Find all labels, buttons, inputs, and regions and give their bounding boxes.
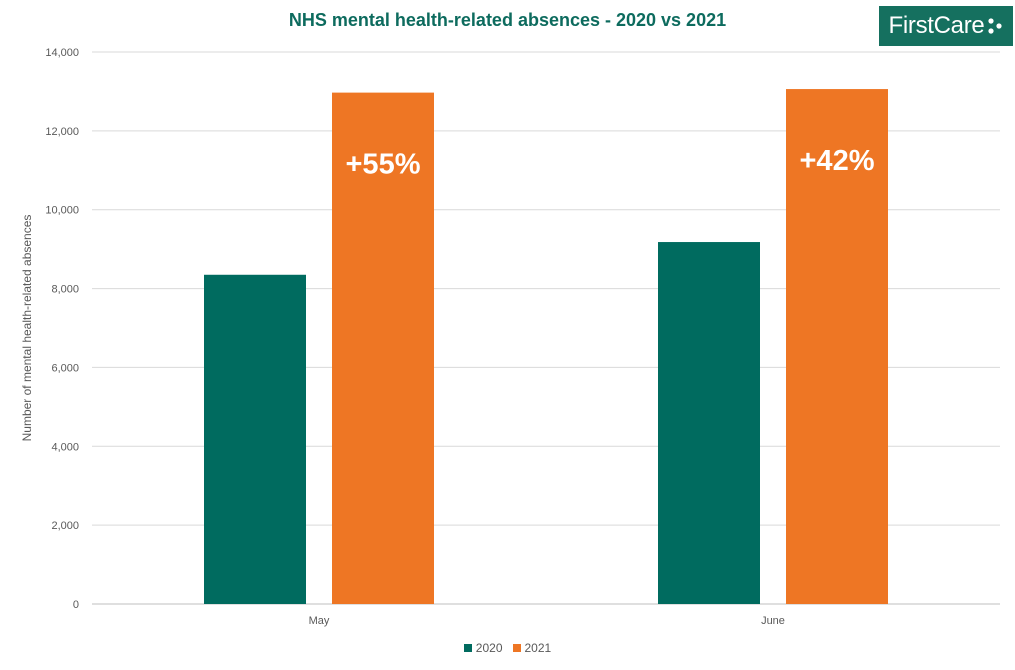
y-tick-label: 12,000 (45, 126, 79, 138)
bar-chart: 02,0004,0006,0008,00010,00012,00014,000 … (0, 0, 1015, 640)
legend-swatch (464, 644, 472, 652)
bars (204, 89, 888, 604)
x-tick-label: May (309, 615, 330, 627)
bar-2020-May (204, 275, 306, 604)
legend-label: 2020 (476, 641, 503, 655)
y-tick-label: 10,000 (45, 205, 79, 217)
bar-change-label: +55% (346, 149, 421, 181)
bar-change-label: +42% (800, 145, 875, 177)
x-axis-ticks: May June (309, 615, 785, 627)
legend: 2020 2021 (0, 641, 1015, 655)
y-tick-label: 2,000 (51, 520, 79, 532)
x-tick-label: June (761, 615, 785, 627)
y-tick-label: 4,000 (51, 441, 79, 453)
y-axis-label: Number of mental health-related absences (20, 215, 34, 442)
legend-swatch (513, 644, 521, 652)
bar-2020-June (658, 242, 760, 604)
y-tick-label: 14,000 (45, 47, 79, 59)
y-tick-label: 8,000 (51, 284, 79, 296)
y-axis-ticks: 0 2,000 4,000 6,000 8,000 10,000 12,000 14,000 (45, 47, 79, 611)
legend-item: 2021 (513, 641, 552, 655)
y-tick-label: 0 (73, 599, 79, 611)
y-tick-label: 6,000 (51, 362, 79, 374)
legend-label: 2021 (525, 641, 552, 655)
legend-item: 2020 (464, 641, 503, 655)
